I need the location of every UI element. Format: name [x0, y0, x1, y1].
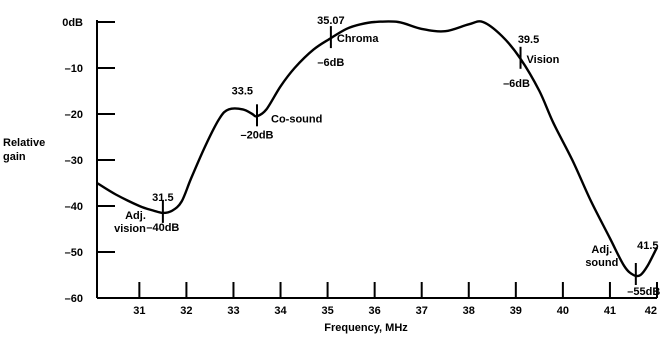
y-tick-label: –30: [65, 155, 83, 167]
curve-layer: [96, 20, 659, 278]
marker-name-label: vision: [114, 223, 146, 235]
x-tick-label: 40: [557, 305, 569, 317]
marker-frequency-label: 33.5: [232, 85, 253, 97]
marker-layer: [161, 26, 637, 285]
marker-name-label: Adj.: [591, 244, 612, 256]
marker-db-label: –6dB: [317, 57, 344, 69]
x-tick-label: 31: [133, 305, 145, 317]
x-tick-label: 33: [227, 305, 239, 317]
x-tick-label: 42: [645, 305, 657, 317]
marker-name-label: sound: [585, 257, 618, 269]
marker-frequency-label: 31.5: [152, 192, 173, 204]
y-tick-label: –40: [65, 201, 83, 213]
x-tick-label: 35: [321, 305, 333, 317]
x-tick-label: 41: [604, 305, 616, 317]
x-tick-label: 38: [463, 305, 475, 317]
y-axis-title-line-2: gain: [3, 151, 26, 163]
marker-db-label: –6dB: [503, 78, 530, 90]
marker-db-label: –40dB: [146, 222, 179, 234]
marker-db-label: –55dB: [627, 286, 660, 298]
response-curve: [96, 20, 659, 278]
marker-frequency-label: 41.5: [637, 240, 658, 252]
marker-name-label: Vision: [527, 54, 560, 66]
y-tick-label: –20: [65, 109, 83, 121]
marker-db-label: –20dB: [240, 129, 273, 141]
x-tick-label: 39: [510, 305, 522, 317]
x-tick-label: 32: [180, 305, 192, 317]
y-tick-label: –60: [65, 293, 83, 305]
marker-name-label: Chroma: [337, 33, 379, 45]
x-tick-label: 36: [369, 305, 381, 317]
marker-name-label: Co-sound: [271, 113, 322, 125]
marker-frequency-label: 39.5: [518, 34, 539, 46]
y-tick-label: –10: [65, 63, 83, 75]
x-axis-title: Frequency, MHz: [324, 322, 408, 334]
x-tick-label: 37: [416, 305, 428, 317]
y-tick-label: 0dB: [62, 17, 83, 29]
axes: 0dB –10 –20 –30 –40 –50 –60 31 32 33 34 35 36 37 38 39 4…: [3, 17, 658, 334]
y-axis-title-line-1: Relative: [3, 137, 45, 149]
marker-name-label: Adj.: [125, 210, 146, 222]
marker-frequency-label: 35.07: [317, 15, 345, 27]
label-layer: 31.5–40dBAdj.vision33.5–20dBCo-sound35.0…: [114, 15, 660, 298]
y-tick-label: –50: [65, 247, 83, 259]
x-tick-label: 34: [274, 305, 287, 317]
